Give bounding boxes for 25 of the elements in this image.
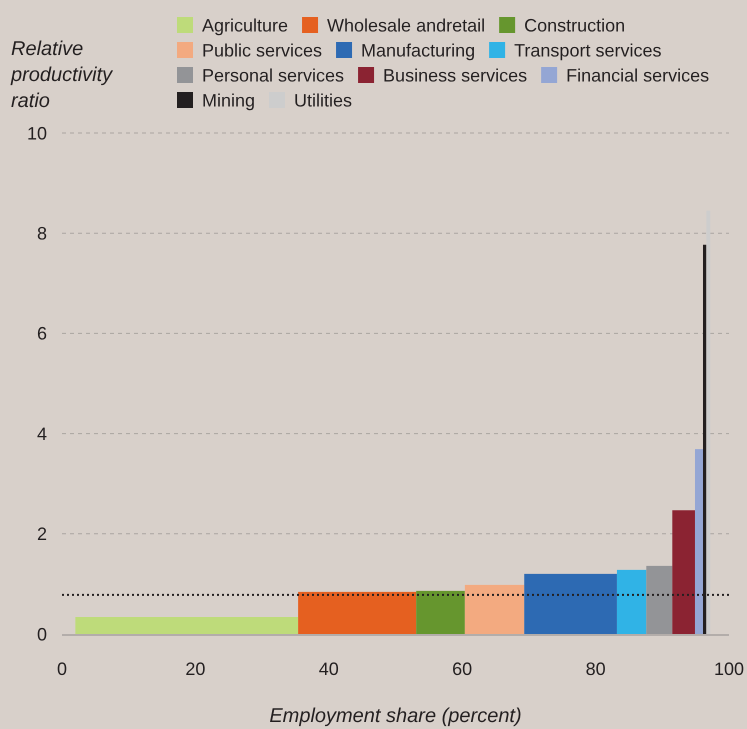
x-tick-label: 80 <box>586 659 606 679</box>
legend-label: Agriculture <box>202 15 288 36</box>
x-tick-label: 20 <box>185 659 206 679</box>
x-tick-label: 0 <box>56 659 68 679</box>
legend-label: Transport services <box>514 40 662 60</box>
y-tick-label: 6 <box>36 324 47 344</box>
x-tick-label: 60 <box>452 659 472 679</box>
legend-label: Public services <box>202 40 322 60</box>
y-tick-label: 2 <box>36 524 47 544</box>
legend-label: Utilities <box>294 90 352 110</box>
legend-label: Financial services <box>566 65 710 86</box>
y-tick-label: 0 <box>36 624 47 644</box>
legend-label: Construction <box>524 15 626 36</box>
legend-label: Mining <box>202 90 256 110</box>
legend-label: Personal services <box>202 65 344 86</box>
x-axis-title: Employment share (percent) <box>269 705 522 727</box>
y-tick-label: 8 <box>36 224 47 244</box>
legend-label: Manufacturing <box>361 40 476 60</box>
x-tick-label: 40 <box>318 659 339 679</box>
y-tick-label: 10 <box>26 123 47 144</box>
y-tick-label: 4 <box>36 424 47 444</box>
x-tick-label: 100 <box>714 659 744 679</box>
y-axis-title: Relative productivity ratio <box>10 38 114 112</box>
legend-label: Business services <box>383 65 528 86</box>
legend-label: Wholesale andretail <box>327 15 486 36</box>
